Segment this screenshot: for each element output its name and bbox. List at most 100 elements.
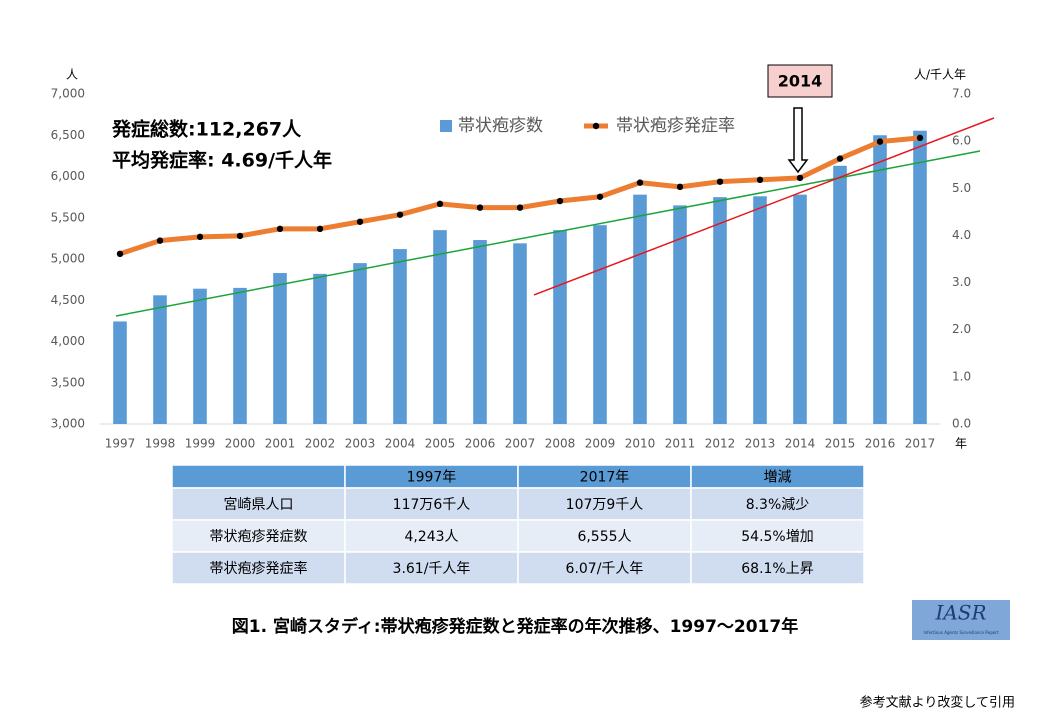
legend-swatch [440, 120, 452, 132]
rate-marker [356, 218, 364, 225]
bar [793, 194, 807, 424]
y-tick-label: 4,000 [51, 334, 85, 348]
table-text: 107万9千人 [566, 497, 644, 513]
x-tick-label: 2016 [865, 437, 896, 451]
y2-tick-label: 0.0 [952, 417, 971, 431]
table-text: 帯状疱疹発症率 [210, 560, 308, 577]
rate-marker [196, 233, 204, 241]
bar [113, 321, 127, 424]
x-tick-label: 2002 [305, 437, 336, 451]
rate-marker [316, 225, 324, 233]
x-tick-label: 2011 [665, 437, 696, 451]
y2-tick-label: 5.0 [952, 181, 971, 195]
x-tick-label: 2017 [905, 437, 936, 451]
rate-marker [756, 176, 764, 183]
rate-marker [916, 134, 924, 142]
table-cell [344, 551, 519, 585]
x-tick-label: 2015 [825, 437, 856, 451]
y2-tick-label: 2.0 [952, 322, 971, 336]
rate-marker [556, 197, 564, 205]
rate-marker [476, 204, 484, 211]
rate-marker [236, 232, 244, 240]
highlight-label: 2014 [778, 72, 823, 91]
y2-tick-label: 6.0 [952, 134, 971, 148]
bar [913, 130, 927, 424]
total-note: 発症総数:112,267人 [111, 118, 302, 141]
logo-title: IASR [934, 601, 986, 625]
y-axis-label: 人 [66, 68, 78, 82]
rate-marker [516, 204, 524, 211]
table-cell [690, 519, 865, 553]
table-header: 2017年 [580, 470, 630, 486]
logo [912, 600, 1010, 640]
y-tick-label: 6,000 [51, 169, 85, 183]
table-text: 117万6千人 [393, 497, 471, 513]
rate-marker [716, 178, 724, 185]
x-tick-label: 1998 [145, 437, 176, 451]
y2-tick-label: 4.0 [952, 228, 971, 242]
rate-marker [436, 200, 444, 208]
y2-tick-label: 3.0 [952, 275, 971, 289]
bar [473, 240, 487, 424]
highlight-box [767, 64, 833, 98]
bar [353, 263, 367, 424]
x-axis-label: 年 [955, 437, 967, 451]
legend-marker [592, 122, 600, 130]
bar [633, 194, 647, 424]
x-tick-label: 2006 [465, 437, 496, 451]
rate-marker [796, 174, 804, 182]
rate-marker [596, 193, 604, 200]
x-tick-label: 2003 [345, 437, 376, 451]
bar [313, 273, 327, 424]
table-text: 3.61/千人年 [393, 561, 471, 577]
y-tick-label: 3,000 [51, 417, 85, 431]
bar [873, 135, 887, 424]
rate-marker [276, 225, 284, 233]
x-tick-label: 2012 [705, 437, 736, 451]
x-tick-label: 2010 [625, 437, 656, 451]
table-cell [171, 464, 346, 489]
table-cell [690, 551, 865, 585]
rate-marker [636, 179, 644, 186]
rate-marker [116, 250, 124, 258]
source-note: 参考文献より改変して引用 [860, 695, 1015, 711]
caption: 図1. 宮崎スタディ:帯状疱疹発症数と発症率の年次推移、1997〜2017年 [232, 616, 798, 637]
bar [273, 273, 287, 424]
bar [713, 197, 727, 424]
bar [153, 295, 167, 424]
x-tick-label: 2014 [785, 437, 816, 451]
trend-line [533, 117, 995, 296]
table-text: 54.5%増加 [741, 529, 813, 545]
table-text: 68.1%上昇 [741, 561, 813, 577]
y-tick-label: 5,500 [51, 210, 85, 224]
y-tick-label: 7,000 [51, 87, 85, 101]
y-tick-label: 6,500 [51, 128, 85, 142]
bar [833, 165, 847, 424]
x-tick-label: 2000 [225, 437, 256, 451]
x-tick-label: 2004 [385, 437, 416, 451]
x-tick-label: 2008 [545, 437, 576, 451]
y-tick-label: 5,000 [51, 252, 85, 266]
bar [753, 196, 767, 424]
legend-label: 帯状疱疹数 [458, 116, 543, 136]
table-text: 6,555人 [577, 529, 631, 545]
rate-marker [836, 155, 844, 162]
bar [233, 287, 247, 424]
rate-marker [396, 211, 404, 218]
highlight-arrow [787, 107, 809, 174]
rate-marker [876, 138, 884, 145]
bar [393, 249, 407, 424]
table-text: 4,243人 [404, 529, 458, 545]
y2-axis-label: 人/千人年 [914, 68, 966, 82]
x-tick-label: 2005 [425, 437, 456, 451]
bar [673, 205, 687, 424]
x-tick-label: 2013 [745, 437, 776, 451]
y2-tick-label: 7.0 [952, 87, 971, 101]
rate-marker [676, 183, 684, 191]
y-tick-label: 3,500 [51, 375, 85, 389]
legend-label: 帯状疱疹発症率 [616, 116, 735, 136]
logo-subtitle: Infectious Agents Surveillance Report [923, 630, 998, 635]
